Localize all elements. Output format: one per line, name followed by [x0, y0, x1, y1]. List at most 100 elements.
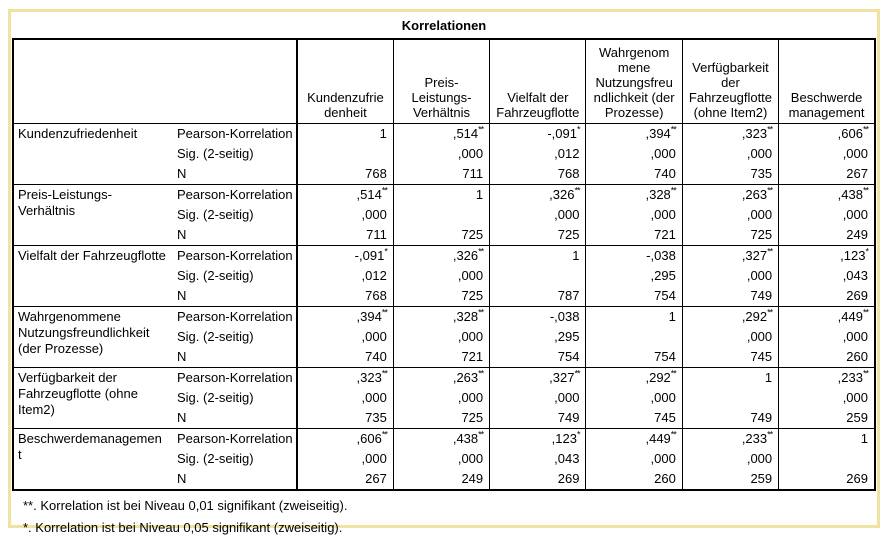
significance-marker: **	[381, 429, 388, 440]
significance-marker: **	[862, 124, 869, 135]
significance-marker: **	[670, 429, 677, 440]
value-cell: ,327**	[489, 367, 586, 388]
significance-marker: **	[862, 307, 869, 318]
value-cell: ,012	[489, 144, 586, 164]
value-cell: ,327**	[681, 245, 779, 266]
value-cell: ,000	[392, 449, 490, 469]
stat-label: Sig. (2-seitig)	[173, 266, 298, 286]
stat-label: Sig. (2-seitig)	[173, 205, 298, 225]
stat-row: Sig. (2-seitig) ,000,000,000,000,000	[13, 388, 875, 408]
value-cell	[296, 144, 394, 164]
value-cell: ,449**	[585, 428, 683, 449]
stat-row: Sig. (2-seitig) ,012,000,295,000,043	[13, 266, 875, 286]
value-cell: 267	[778, 164, 875, 185]
stat-row: N 740 721 754 754 745 260	[13, 347, 875, 368]
stat-row: Sig. (2-seitig) ,000,000,000,000,000	[13, 205, 875, 225]
column-header: Beschwerde management	[778, 39, 875, 124]
stat-row: Preis-Leistungs- Verhältnis Pearson-Korre…	[13, 184, 875, 246]
value-cell	[778, 449, 875, 469]
footnote-significance-001: **. Korrelation ist bei Niveau 0,01 sign…	[23, 498, 348, 513]
value-cell: ,326**	[489, 184, 586, 205]
row-variable-label: Verfügbarkeit der Fahrzeugflotte (ohne I…	[13, 367, 173, 429]
value-cell: 749	[489, 408, 586, 429]
value-cell: ,000	[778, 144, 875, 164]
value-cell: ,000	[392, 144, 490, 164]
value-cell: 725	[681, 225, 779, 246]
value-cell: 787	[489, 286, 586, 307]
stat-label: N	[173, 225, 298, 246]
value-cell: 749	[681, 408, 779, 429]
row-variable-label: Wahrgenommene Nutzungsfreundlichkeit (de…	[13, 306, 173, 368]
value-cell: 725	[489, 225, 586, 246]
value-cell: 260	[778, 347, 875, 368]
stat-row: Kundenzufriedenheit Pearson-Korrelation 1,…	[13, 123, 875, 185]
stat-label: N	[173, 286, 298, 307]
value-cell: 768	[296, 286, 394, 307]
row-variable-label: Kundenzufriedenheit	[13, 123, 173, 185]
value-cell: 725	[392, 408, 490, 429]
row-variable-label: Preis-Leistungs- Verhältnis	[13, 184, 173, 246]
significance-marker: **	[862, 185, 869, 196]
column-header: Vielfalt der Fahrzeugflotte	[489, 39, 586, 124]
value-cell: ,292**	[681, 306, 779, 327]
significance-marker: **	[478, 429, 484, 440]
value-cell: ,000	[296, 205, 394, 225]
value-cell: ,394**	[585, 123, 683, 144]
value-cell: 269	[489, 469, 586, 490]
stat-label: Pearson-Korrelation	[173, 306, 298, 327]
stat-label: Pearson-Korrelation	[173, 367, 298, 388]
significance-marker: **	[670, 124, 677, 135]
stat-row: Wahrgenommene Nutzungsfreundlichkeit (de…	[13, 306, 875, 368]
value-cell: 749	[681, 286, 779, 307]
value-cell: 260	[585, 469, 683, 490]
value-cell: ,233**	[681, 428, 779, 449]
value-cell: ,012	[296, 266, 394, 286]
value-cell: ,328**	[392, 306, 490, 327]
significance-marker: **	[767, 307, 773, 318]
value-cell: ,000	[585, 388, 683, 408]
value-cell: -,038	[489, 306, 586, 327]
stat-label: Pearson-Korrelation	[173, 123, 298, 144]
value-cell: ,323**	[296, 367, 394, 388]
value-cell: ,263**	[681, 184, 779, 205]
value-cell: 1	[296, 123, 394, 144]
value-cell: ,000	[681, 449, 779, 469]
stat-row: Verfügbarkeit der Fahrzeugflotte (ohne I…	[13, 367, 875, 429]
value-cell: ,328**	[585, 184, 683, 205]
value-cell: 1	[778, 428, 875, 449]
value-cell: 269	[778, 469, 875, 490]
row-variable-label: Vielfalt der Fahrzeugflotte	[13, 245, 173, 307]
value-cell: ,000	[585, 144, 683, 164]
significance-marker: **	[670, 185, 677, 196]
value-cell: ,233**	[778, 367, 875, 388]
stat-label: Sig. (2-seitig)	[173, 449, 298, 469]
stat-label: N	[173, 164, 298, 185]
significance-marker: **	[478, 368, 484, 379]
value-cell: ,606**	[778, 123, 875, 144]
stat-row: N 735 725 749 745 749 259	[13, 408, 875, 429]
value-cell: ,123*	[778, 245, 875, 266]
value-cell: 249	[778, 225, 875, 246]
value-cell: 1	[585, 306, 683, 327]
value-cell: 1	[392, 184, 490, 205]
stat-label: N	[173, 469, 298, 490]
footnote-significance-005: *. Korrelation ist bei Niveau 0,05 signi…	[23, 520, 343, 535]
stat-row: Sig. (2-seitig) ,000,000,043,000,000	[13, 449, 875, 469]
table-header: Kundenzufrie denheit Preis- Leistungs- Ve…	[13, 39, 875, 124]
column-header: Wahrgenom mene Nutzungsfreu ndlichkeit (…	[585, 39, 683, 124]
stat-label: Sig. (2-seitig)	[173, 388, 298, 408]
value-cell: 267	[296, 469, 394, 490]
stat-row: N 711 725 725 721 725 249	[13, 225, 875, 246]
value-cell: ,000	[681, 205, 779, 225]
stat-row: N 768 711 768 740 735 267	[13, 164, 875, 185]
significance-marker: **	[574, 368, 580, 379]
value-cell: ,295	[585, 266, 683, 286]
value-cell: -,038	[585, 245, 683, 266]
value-cell: 711	[392, 164, 490, 185]
value-cell: ,000	[585, 205, 683, 225]
stat-row: Beschwerdemanagemen t Pearson-Korrelation…	[13, 428, 875, 490]
value-cell: ,292**	[585, 367, 683, 388]
stat-row: N 768 725 787 754 749 269	[13, 286, 875, 307]
value-cell: 754	[585, 286, 683, 307]
stat-label: Pearson-Korrelation	[173, 184, 298, 205]
